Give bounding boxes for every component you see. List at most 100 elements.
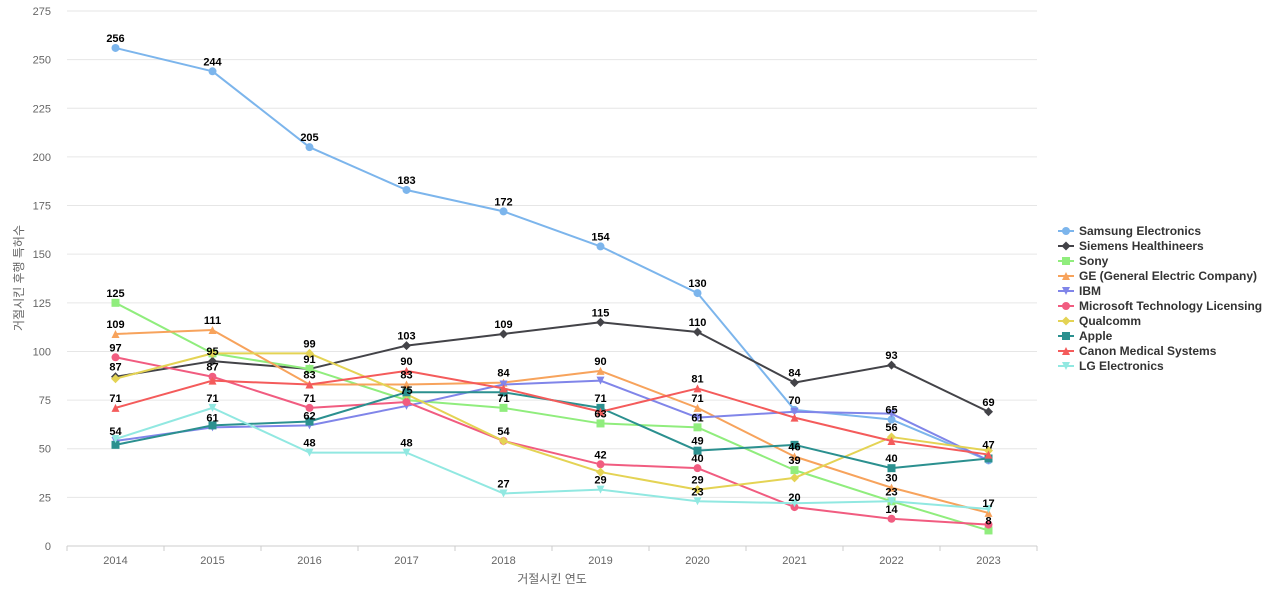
data-point[interactable] xyxy=(693,403,702,412)
data-point[interactable] xyxy=(887,483,896,492)
data-label: 84 xyxy=(497,368,510,380)
data-point[interactable] xyxy=(887,497,896,506)
data-point[interactable] xyxy=(693,289,702,298)
data-point[interactable] xyxy=(596,419,605,428)
data-point[interactable] xyxy=(208,348,217,358)
data-point[interactable] xyxy=(208,67,217,76)
data-point[interactable] xyxy=(111,298,120,307)
data-point[interactable] xyxy=(499,384,508,393)
data-point[interactable] xyxy=(596,317,605,327)
data-point[interactable] xyxy=(790,466,799,475)
x-axis: 2014 2015 2016 2017 2018 2019 2020 2021 2022 2023 xyxy=(66,546,1038,567)
data-point[interactable] xyxy=(596,485,605,494)
data-point[interactable] xyxy=(499,207,508,216)
data-point[interactable] xyxy=(305,348,314,358)
data-point[interactable] xyxy=(402,388,411,397)
legend-marker xyxy=(1062,362,1070,370)
legend-item[interactable]: Samsung Electronics xyxy=(1058,224,1201,238)
data-point[interactable] xyxy=(305,403,314,412)
legend-item[interactable]: Apple xyxy=(1058,329,1113,343)
data-point[interactable] xyxy=(596,460,605,469)
data-point[interactable] xyxy=(596,376,605,385)
data-point[interactable] xyxy=(693,446,702,455)
legend-item[interactable]: IBM xyxy=(1058,284,1101,298)
data-label: 110 xyxy=(689,317,707,329)
data-point[interactable] xyxy=(693,327,702,337)
data-point[interactable] xyxy=(887,436,896,445)
legend-item[interactable]: GE (General Electric Company) xyxy=(1058,269,1257,283)
data-point[interactable] xyxy=(693,464,702,473)
data-point[interactable] xyxy=(402,380,411,389)
legend-item[interactable]: LG Electronics xyxy=(1058,359,1164,373)
data-point[interactable] xyxy=(887,360,896,370)
data-point[interactable] xyxy=(208,421,217,430)
data-label: 91 xyxy=(303,354,315,366)
data-point[interactable] xyxy=(693,423,702,432)
data-point[interactable] xyxy=(402,366,411,375)
data-point[interactable] xyxy=(111,403,120,412)
data-point[interactable] xyxy=(693,497,702,506)
data-label: 71 xyxy=(303,393,315,405)
data-point[interactable] xyxy=(790,499,799,508)
data-label: 71 xyxy=(691,393,703,405)
data-point[interactable] xyxy=(790,407,799,416)
data-point[interactable] xyxy=(402,398,411,407)
data-point[interactable] xyxy=(402,341,411,351)
data-point[interactable] xyxy=(887,415,896,424)
data-point[interactable] xyxy=(499,403,508,412)
legend-item[interactable]: Qualcomm xyxy=(1058,314,1141,328)
data-point[interactable] xyxy=(596,407,605,416)
data-point[interactable] xyxy=(111,329,120,338)
data-point[interactable] xyxy=(596,366,605,375)
data-point[interactable] xyxy=(984,407,993,417)
data-point[interactable] xyxy=(208,376,217,385)
data-label: 130 xyxy=(688,278,706,290)
data-point[interactable] xyxy=(790,378,799,388)
data-point[interactable] xyxy=(305,380,314,389)
legend-item[interactable]: Siemens Healthineers xyxy=(1058,239,1204,253)
data-point[interactable] xyxy=(305,448,314,457)
data-point[interactable] xyxy=(790,452,799,461)
data-point[interactable] xyxy=(111,43,120,52)
data-point[interactable] xyxy=(208,403,217,412)
data-point[interactable] xyxy=(208,356,217,366)
x-tick-label: 2022 xyxy=(879,555,903,567)
data-point[interactable] xyxy=(887,514,896,523)
data-point[interactable] xyxy=(984,526,993,535)
data-point[interactable] xyxy=(111,353,120,362)
legend-item[interactable]: Microsoft Technology Licensing xyxy=(1058,299,1262,313)
data-point[interactable] xyxy=(499,436,508,446)
data-point[interactable] xyxy=(111,440,120,449)
data-point[interactable] xyxy=(984,505,993,514)
data-point[interactable] xyxy=(790,473,799,483)
data-point[interactable] xyxy=(305,364,314,373)
y-axis-title: 거절시킨 후행 특허수 xyxy=(11,225,26,331)
data-label: 65 xyxy=(885,405,897,417)
data-point[interactable] xyxy=(984,450,993,459)
data-point[interactable] xyxy=(887,409,896,418)
data-point[interactable] xyxy=(111,435,120,443)
data-point[interactable] xyxy=(499,489,508,498)
data-point[interactable] xyxy=(693,485,702,495)
data-point[interactable] xyxy=(402,448,411,457)
data-point[interactable] xyxy=(499,329,508,339)
data-point[interactable] xyxy=(402,185,411,194)
data-point[interactable] xyxy=(305,417,314,426)
data-point[interactable] xyxy=(887,464,896,473)
data-point[interactable] xyxy=(305,143,314,152)
legend-item[interactable]: Canon Medical Systems xyxy=(1058,344,1217,358)
legend-item[interactable]: Sony xyxy=(1058,254,1109,268)
data-point[interactable] xyxy=(790,440,799,449)
data-point[interactable] xyxy=(596,467,605,477)
data-point[interactable] xyxy=(111,374,120,384)
data-point[interactable] xyxy=(984,520,993,529)
data-point[interactable] xyxy=(596,242,605,251)
data-label: 46 xyxy=(788,442,800,454)
data-point[interactable] xyxy=(693,413,702,422)
data-point[interactable] xyxy=(208,326,217,335)
data-point[interactable] xyxy=(790,413,799,422)
y-tick-label: 275 xyxy=(33,6,51,18)
x-tick-label: 2020 xyxy=(685,555,709,567)
data-label: 8 xyxy=(985,515,991,527)
data-point[interactable] xyxy=(693,384,702,393)
